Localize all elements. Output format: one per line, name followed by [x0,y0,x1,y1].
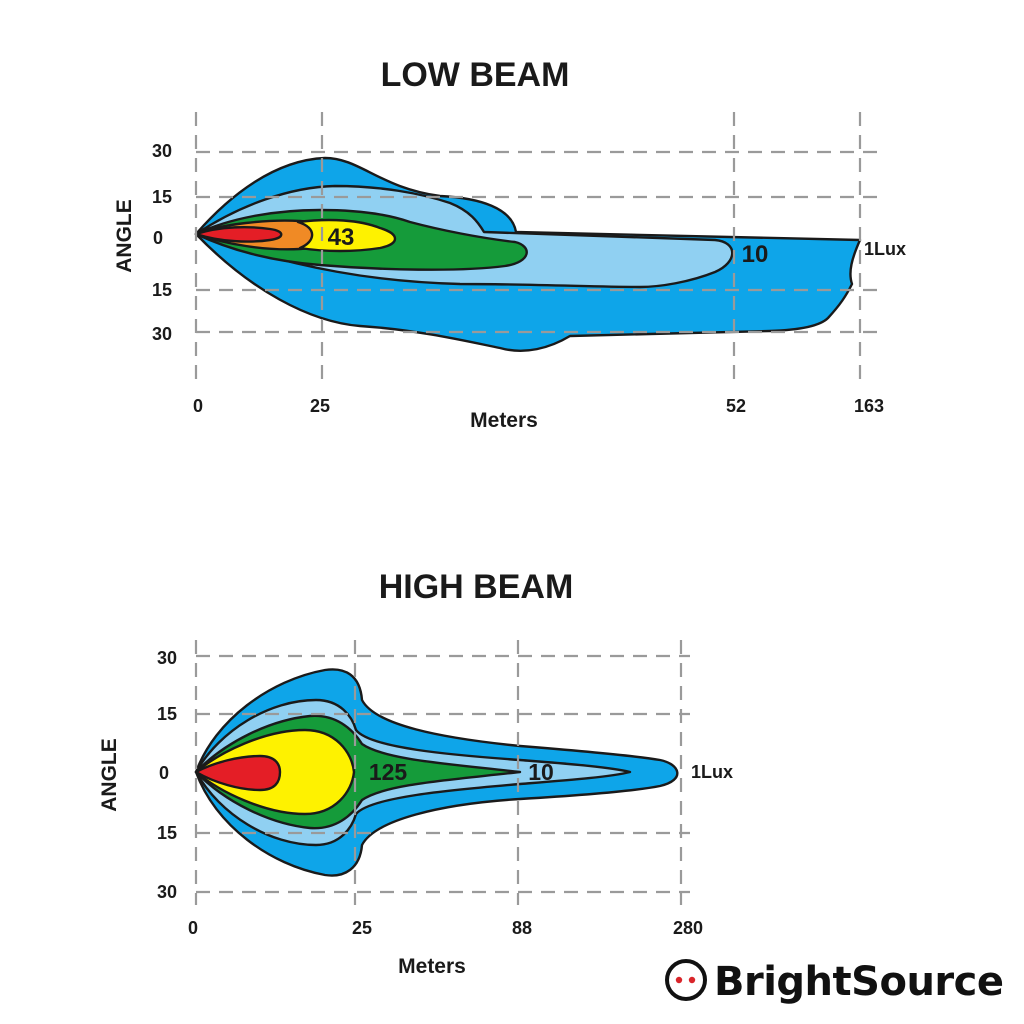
brand-name: BrightSource [714,959,1004,1005]
high-beam-ytick-4: 30 [157,882,177,902]
low-beam-zone-red [194,225,283,243]
low-beam-xtick-1: 25 [310,396,330,416]
high-beam-ytick-1: 15 [157,704,177,724]
high-beam-xtick-3: 280 [673,918,703,938]
logo-mark-icon [665,959,707,1001]
high-beam-zone-red [194,754,282,792]
high-beam-ytick-2: 0 [159,763,169,783]
low-beam-chart: LOW BEAM 30 15 0 15 30 0 25 52 163 [113,56,906,432]
low-beam-xtick-0: 0 [193,396,203,416]
high-beam-ytick-0: 30 [157,648,177,668]
low-beam-title: LOW BEAM [381,56,570,94]
low-beam-xlabel: Meters [470,409,538,432]
low-beam-label-1lux: 1Lux [864,239,906,259]
high-beam-title: HIGH BEAM [379,568,574,606]
high-beam-xtick-1: 25 [352,918,372,938]
brightsource-logo: BrightSource [665,959,1004,1005]
high-beam-xtick-0: 0 [188,918,198,938]
low-beam-xtick-3: 163 [854,396,884,416]
high-beam-label-10: 10 [528,759,554,785]
high-beam-grid [194,640,690,905]
high-beam-xtick-2: 88 [512,918,532,938]
high-beam-chart: HIGH BEAM 30 15 0 15 30 0 25 88 280 Met [98,568,733,978]
low-beam-ytick-4: 30 [152,324,172,344]
low-beam-ytick-1: 15 [152,187,172,207]
high-beam-ylabel: ANGLE [98,738,121,812]
low-beam-xtick-2: 52 [726,396,746,416]
low-beam-label-10: 10 [742,241,769,268]
high-beam-label-1lux: 1Lux [691,762,733,782]
low-beam-ytick-2: 0 [153,228,163,248]
low-beam-ytick-0: 30 [152,141,172,161]
high-beam-label-125: 125 [369,759,408,785]
high-beam-xlabel: Meters [398,955,466,978]
low-beam-label-43: 43 [328,224,355,251]
low-beam-ylabel: ANGLE [113,199,136,273]
low-beam-ytick-3: 15 [152,280,172,300]
high-beam-ytick-3: 15 [157,823,177,843]
